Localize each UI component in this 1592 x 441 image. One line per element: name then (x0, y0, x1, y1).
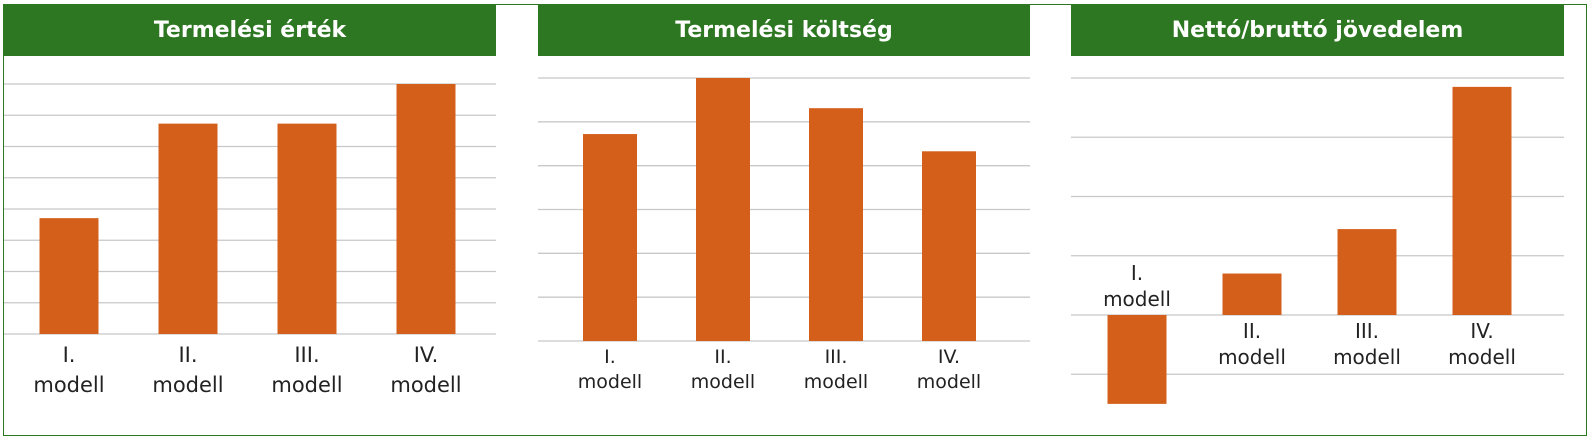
chart-netto-brutto-jovedelem: I. modell II. modell III. modell IV. modell (1071, 77, 1564, 404)
bar-3 (809, 108, 863, 341)
category-label-1: I. modell (578, 346, 642, 393)
category-label-2: II. modell (691, 346, 755, 393)
chart-title-termelesi-ertek: Termelési érték (4, 4, 496, 56)
category-label-3: III. modell (804, 346, 868, 393)
category-label-3: III. modell (271, 343, 342, 397)
chart-title-termelesi-koltseg: Termelési költség (538, 4, 1030, 56)
category-label-4: IV. modell (390, 343, 461, 397)
category-label-4: IV. modell (1448, 319, 1516, 369)
bar-1 (39, 218, 99, 334)
category-label-1: I. modell (1103, 261, 1171, 311)
bar-2 (1222, 273, 1282, 315)
bar-2 (158, 123, 218, 334)
chart-termelesi-ertek: I. modell II. modell III. modell IV. modell (4, 83, 496, 397)
bar-4 (396, 84, 456, 334)
chart-title-text: Termelési költség (675, 17, 893, 43)
category-label-3: III. modell (1333, 319, 1401, 369)
category-label-2: II. modell (152, 343, 223, 397)
bar-1 (1107, 315, 1167, 404)
figure-frame (3, 4, 1587, 436)
bar-4 (1452, 86, 1512, 315)
chart-termelesi-koltseg: I. modell II. modell III. modell IV. modell (538, 77, 1030, 393)
chart-title-netto-brutto-jovedelem: Nettó/bruttó jövedelem (1071, 4, 1564, 56)
bar-3 (1337, 229, 1397, 315)
category-label-4: IV. modell (917, 346, 981, 393)
chart-title-text: Termelési érték (153, 17, 347, 43)
bar-2 (696, 78, 750, 341)
category-label-1: I. modell (33, 343, 104, 397)
chart-title-text: Nettó/bruttó jövedelem (1171, 17, 1464, 43)
bar-3 (277, 123, 337, 334)
category-label-2: II. modell (1218, 319, 1286, 369)
bar-1 (583, 134, 637, 341)
bar-4 (922, 151, 976, 341)
